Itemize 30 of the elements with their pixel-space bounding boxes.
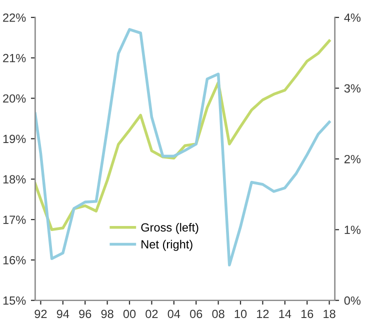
x-tick-label: 02: [146, 310, 158, 318]
y2-tick-label: 2%: [344, 154, 361, 164]
y2-tick-label: 4%: [344, 14, 361, 22]
y-tick-label: 20%: [3, 94, 26, 103]
y2-tick-label: 3%: [344, 84, 361, 93]
y-tick-label: 22%: [3, 13, 26, 22]
line-series: [35, 28, 331, 266]
x-tick-label: 10: [234, 310, 247, 318]
x-tick-label: 12: [257, 310, 269, 318]
x-tick-label: 08: [212, 310, 224, 318]
x-tick-label: 96: [79, 310, 92, 318]
x-tick-label: 06: [190, 310, 202, 318]
y2-tick-label: 0%: [344, 296, 361, 305]
y2-tick-label: 1%: [344, 226, 361, 234]
y-tick-label: 19%: [3, 134, 26, 144]
y-tick-label: 17%: [3, 216, 26, 224]
legend-label: Net (right): [142, 240, 192, 251]
y-tick-label: 21%: [3, 54, 26, 62]
y-tick-label: 15%: [3, 296, 26, 305]
x-tick-label: 14: [279, 310, 292, 318]
x-tick-label: 92: [34, 310, 47, 318]
x-tick-label: 98: [101, 310, 114, 318]
x-tick-label: 04: [168, 310, 180, 318]
x-tick-label: 18: [324, 310, 336, 318]
x-tick-label: 00: [123, 310, 136, 318]
x-tick-label: 94: [56, 310, 70, 318]
legend-label: Gross (left): [141, 222, 198, 234]
x-tick-label: 16: [301, 310, 314, 318]
y-tick-label: 18%: [3, 175, 26, 184]
y-tick-label: 16%: [3, 256, 26, 264]
